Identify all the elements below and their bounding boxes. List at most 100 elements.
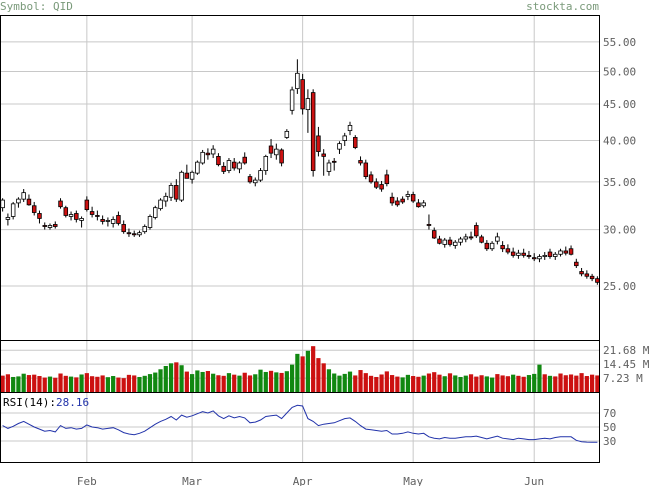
- volume-bar: [516, 375, 521, 392]
- candle-body: [426, 224, 432, 226]
- volume-bar: [221, 375, 226, 392]
- volume-bar: [158, 369, 163, 392]
- candle-body: [431, 230, 437, 239]
- candle-body: [558, 250, 563, 255]
- volume-bar: [474, 376, 479, 392]
- candle: [316, 126, 321, 157]
- candle: [510, 247, 516, 258]
- site-name[interactable]: stockta.com: [526, 0, 599, 13]
- candle-body: [195, 161, 200, 174]
- candle-body: [379, 184, 384, 190]
- volume-bar: [242, 372, 247, 392]
- candle: [68, 211, 74, 221]
- candle-body: [68, 214, 74, 217]
- candle: [353, 135, 358, 150]
- candle-body: [137, 232, 142, 236]
- volume-bar: [53, 377, 58, 392]
- candle-body: [268, 145, 274, 154]
- candle-body: [63, 207, 69, 216]
- candle: [337, 141, 342, 154]
- volume-bar: [579, 373, 584, 392]
- grid-layer: [0, 15, 600, 462]
- volume-bar: [253, 374, 258, 392]
- price-tick-label: 35.00: [603, 176, 636, 189]
- candle: [268, 138, 274, 159]
- candle: [174, 179, 179, 202]
- candle: [405, 190, 411, 201]
- volume-bar: [574, 375, 579, 392]
- volume-bar: [195, 370, 200, 392]
- volume-bar: [121, 378, 126, 392]
- candle-body: [405, 194, 411, 197]
- candle: [247, 174, 253, 184]
- candle-body: [200, 151, 205, 164]
- candle-body: [110, 219, 116, 224]
- candle: [131, 230, 137, 237]
- candle: [526, 250, 532, 259]
- volume-bar: [90, 376, 95, 392]
- volume-bar: [179, 365, 184, 392]
- candle-body: [526, 254, 532, 257]
- volume-bar: [500, 375, 505, 392]
- candle: [210, 145, 216, 159]
- candle-body: [326, 162, 332, 172]
- candle: [468, 231, 474, 241]
- candle: [558, 248, 563, 257]
- volume-bar: [332, 373, 337, 392]
- candle-body: [37, 213, 42, 219]
- volume-bar: [400, 377, 405, 392]
- volume-bar: [558, 373, 563, 392]
- candle-body: [210, 148, 216, 155]
- volume-bar: [590, 374, 595, 392]
- candle: [442, 237, 447, 248]
- candle: [126, 228, 132, 237]
- candle-body: [163, 195, 169, 202]
- volume-bar: [353, 375, 358, 392]
- candle: [100, 215, 105, 225]
- candle-body: [468, 236, 474, 239]
- candle: [195, 160, 200, 175]
- candle-body: [189, 171, 195, 180]
- volume-bar: [216, 375, 221, 392]
- rsi-tick-label: 50: [603, 421, 616, 434]
- volume-bar: [521, 376, 526, 392]
- candle: [563, 246, 569, 256]
- volume-bar: [184, 371, 189, 392]
- volume-bar: [16, 376, 21, 392]
- candle: [289, 86, 295, 115]
- candle-body: [363, 162, 369, 177]
- volume-bar: [395, 376, 400, 392]
- price-tick-label: 55.00: [603, 36, 636, 49]
- month-label: May: [403, 475, 423, 486]
- candle: [474, 222, 479, 238]
- candle-body: [531, 257, 537, 260]
- volume-bar: [526, 375, 532, 392]
- candle-body: [158, 199, 163, 210]
- candle-body: [384, 174, 390, 185]
- panel-frame: [0, 392, 600, 463]
- candle: [368, 171, 374, 184]
- candle-body: [121, 224, 126, 233]
- volume-bar: [511, 374, 516, 392]
- candle-body: [0, 199, 5, 209]
- candle-body: [310, 92, 316, 171]
- candle: [153, 205, 158, 220]
- candle-body: [305, 98, 311, 111]
- candle-body: [289, 89, 295, 111]
- candle-body: [347, 125, 353, 132]
- candle: [521, 248, 526, 258]
- volume-bar: [5, 374, 10, 392]
- month-label: Apr: [293, 475, 313, 486]
- candle: [595, 276, 600, 285]
- volume-tick-label: 7.23 M: [603, 372, 643, 385]
- candle: [226, 158, 232, 174]
- candle-body: [479, 236, 484, 243]
- candle: [305, 89, 311, 133]
- candle: [242, 152, 247, 165]
- candle: [231, 158, 237, 171]
- volume-bar: [274, 372, 279, 392]
- volume-bar: [68, 376, 74, 392]
- volume-bar: [79, 374, 84, 392]
- candle-body: [410, 194, 416, 202]
- candle-body: [89, 211, 95, 215]
